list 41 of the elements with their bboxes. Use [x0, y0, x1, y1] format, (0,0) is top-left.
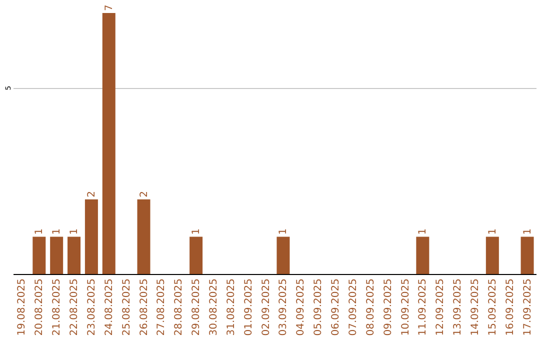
x-tick-label: 05.09.2025 — [313, 278, 324, 336]
x-tick-label: 29.08.2025 — [191, 278, 202, 336]
data-label: 7 — [104, 4, 115, 11]
x-tick-label: 17.09.2025 — [522, 278, 534, 336]
x-tick-label: 14.09.2025 — [470, 278, 481, 336]
x-tick-label: 04.09.2025 — [296, 278, 307, 336]
data-label: 1 — [522, 228, 534, 235]
x-tick-label: 10.09.2025 — [400, 278, 412, 336]
data-label: 1 — [52, 228, 63, 235]
x-tick-label: 13.09.2025 — [452, 278, 464, 336]
x-tick-label: 20.08.2025 — [34, 278, 46, 336]
x-tick-label: 01.09.2025 — [243, 278, 254, 336]
x-tick-label: 23.08.2025 — [86, 278, 98, 336]
x-tick-label: 27.08.2025 — [156, 278, 168, 336]
x-tick-label: 21.08.2025 — [52, 278, 63, 336]
x-tick-label: 11.09.2025 — [418, 278, 429, 336]
data-label: 1 — [487, 228, 498, 235]
x-tick-label: 03.09.2025 — [278, 278, 290, 336]
x-tick-label: 19.08.2025 — [16, 278, 28, 336]
x-tick-label: 06.09.2025 — [330, 278, 342, 336]
data-label: 1 — [418, 228, 429, 235]
x-tick-label: 22.08.2025 — [69, 278, 80, 336]
x-tick-label: 12.09.2025 — [435, 278, 446, 336]
x-tick-label: 26.08.2025 — [138, 278, 150, 336]
x-tick-label: 15.09.2025 — [487, 278, 498, 336]
data-label: 1 — [69, 228, 80, 235]
data-label: 1 — [34, 228, 46, 235]
data-label: 2 — [138, 191, 150, 198]
x-tick-label: 02.09.2025 — [260, 278, 272, 336]
x-tick-label: 31.08.2025 — [226, 278, 237, 336]
x-tick-label: 28.08.2025 — [174, 278, 185, 336]
x-tick-label: 08.09.2025 — [365, 278, 376, 336]
data-label: 1 — [278, 228, 290, 235]
data-label: 1 — [191, 228, 202, 235]
x-tick-label: 25.08.2025 — [121, 278, 132, 336]
data-label: 2 — [86, 191, 98, 198]
x-tick-label: 24.08.2025 — [104, 278, 115, 336]
x-tick-label: 07.09.2025 — [348, 278, 359, 336]
x-tick-label: 09.09.2025 — [382, 278, 394, 336]
x-tick-label: 16.09.2025 — [504, 278, 516, 336]
x-tick-label: 30.08.2025 — [208, 278, 220, 336]
